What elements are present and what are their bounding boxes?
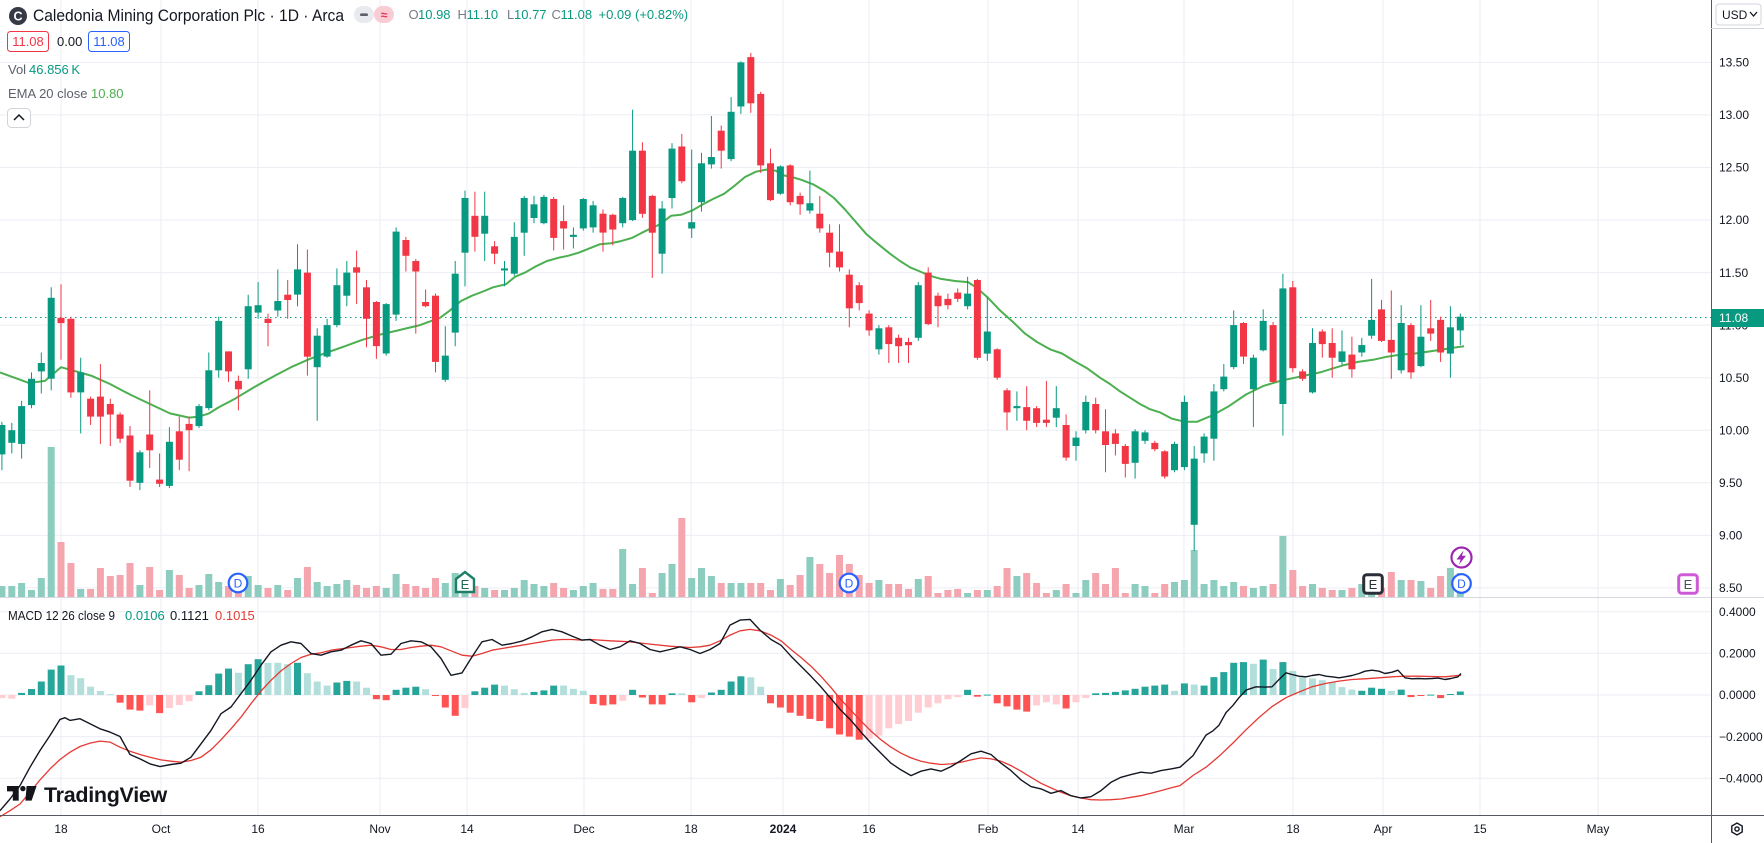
svg-text:11.08: 11.08 [1719, 311, 1748, 325]
svg-text:16: 16 [862, 822, 876, 836]
svg-text:Mar: Mar [1174, 822, 1195, 836]
svg-text:Oct: Oct [152, 822, 171, 836]
svg-text:Dec: Dec [573, 822, 594, 836]
svg-text:E: E [461, 577, 470, 592]
svg-text:USD: USD [1722, 8, 1748, 22]
svg-text:≈: ≈ [381, 8, 388, 22]
svg-text:May: May [1587, 822, 1610, 836]
svg-text:Apr: Apr [1374, 822, 1393, 836]
svg-text:2024: 2024 [770, 822, 797, 836]
svg-text:+0.09 (+0.82%): +0.09 (+0.82%) [599, 7, 689, 22]
svg-text:11.08: 11.08 [12, 34, 44, 49]
svg-text:0.2000: 0.2000 [1719, 647, 1756, 661]
svg-text:C: C [552, 7, 561, 22]
svg-text:11.10: 11.10 [467, 7, 499, 22]
svg-text:0.1121: 0.1121 [170, 608, 209, 623]
svg-text:EMA 20 close: EMA 20 close [8, 86, 88, 101]
svg-text:E: E [1369, 577, 1378, 592]
svg-text:18: 18 [684, 822, 698, 836]
svg-text:D: D [845, 576, 854, 590]
svg-text:O: O [409, 7, 419, 22]
svg-text:10.98: 10.98 [418, 7, 451, 22]
svg-text:8.50: 8.50 [1719, 581, 1743, 595]
svg-text:TradingView: TradingView [44, 783, 168, 807]
svg-text:10.80: 10.80 [91, 86, 124, 101]
svg-text:11.08: 11.08 [561, 7, 593, 22]
svg-text:9.50: 9.50 [1719, 476, 1743, 490]
svg-text:14: 14 [1071, 822, 1085, 836]
svg-text:11.08: 11.08 [93, 34, 125, 49]
svg-text:9.00: 9.00 [1719, 529, 1743, 543]
svg-text:12.50: 12.50 [1719, 161, 1749, 175]
svg-text:0.1015: 0.1015 [215, 608, 255, 623]
svg-text:D: D [234, 576, 243, 590]
svg-text:Nov: Nov [369, 822, 390, 836]
svg-text:0.4000: 0.4000 [1719, 605, 1756, 619]
svg-text:−0.4000: −0.4000 [1719, 771, 1763, 785]
svg-text:D: D [1457, 577, 1466, 591]
svg-text:C: C [13, 10, 22, 24]
svg-text:10.50: 10.50 [1719, 371, 1749, 385]
svg-text:13.00: 13.00 [1719, 108, 1749, 122]
svg-text:Feb: Feb [978, 822, 999, 836]
svg-text:L: L [507, 7, 514, 22]
svg-text:−0.2000: −0.2000 [1719, 730, 1763, 744]
svg-text:16: 16 [251, 822, 265, 836]
svg-text:E: E [1684, 577, 1693, 592]
svg-text:18: 18 [54, 822, 68, 836]
svg-text:Caledonia Mining Corporation P: Caledonia Mining Corporation Plc · 1D · … [33, 6, 344, 25]
svg-text:10.77: 10.77 [514, 7, 547, 22]
svg-text:14: 14 [460, 822, 474, 836]
svg-text:0.0106: 0.0106 [125, 608, 165, 623]
svg-text:10.00: 10.00 [1719, 424, 1749, 438]
svg-text:0.0000: 0.0000 [1719, 688, 1756, 702]
svg-text:12.00: 12.00 [1719, 213, 1749, 227]
svg-text:11.50: 11.50 [1719, 266, 1748, 280]
svg-text:H: H [458, 7, 467, 22]
svg-text:15: 15 [1473, 822, 1487, 836]
svg-text:18: 18 [1286, 822, 1300, 836]
svg-text:46.856 K: 46.856 K [29, 62, 80, 77]
svg-text:0.00: 0.00 [57, 34, 82, 49]
svg-text:Vol: Vol [8, 62, 26, 77]
svg-text:13.50: 13.50 [1719, 56, 1749, 70]
svg-text:MACD 12 26 close 9: MACD 12 26 close 9 [8, 608, 115, 623]
